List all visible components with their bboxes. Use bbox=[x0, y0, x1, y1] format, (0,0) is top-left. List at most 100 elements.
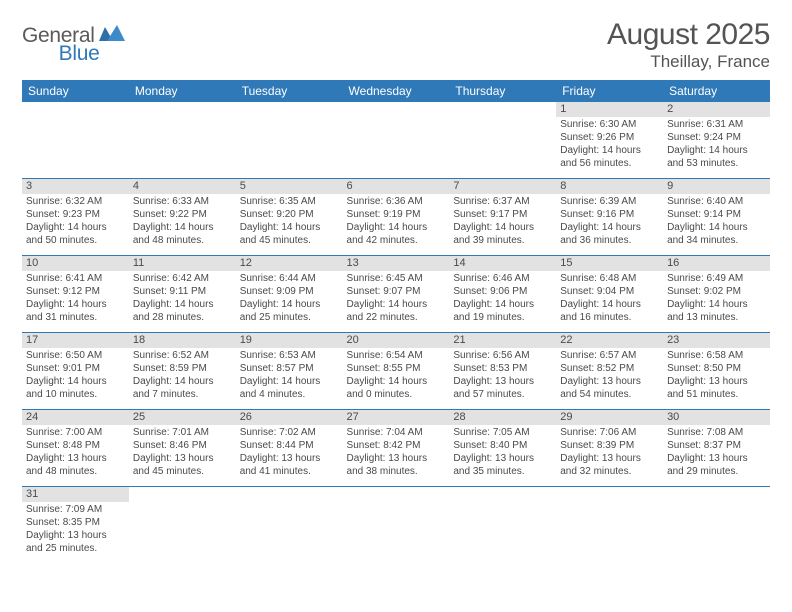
detail-line: Sunset: 8:48 PM bbox=[26, 439, 125, 452]
detail-line: and 29 minutes. bbox=[667, 465, 766, 478]
detail-line: Sunset: 9:16 PM bbox=[560, 208, 659, 221]
calendar-cell: 22Sunrise: 6:57 AMSunset: 8:52 PMDayligh… bbox=[556, 333, 663, 410]
day-details: Sunrise: 6:57 AMSunset: 8:52 PMDaylight:… bbox=[556, 348, 663, 403]
day-number: 6 bbox=[343, 179, 450, 194]
day-number: 27 bbox=[343, 410, 450, 425]
detail-line: Daylight: 14 hours bbox=[560, 298, 659, 311]
day-number: 28 bbox=[449, 410, 556, 425]
detail-line: Sunrise: 6:56 AM bbox=[453, 349, 552, 362]
detail-line: Sunset: 9:04 PM bbox=[560, 285, 659, 298]
detail-line: Sunrise: 7:09 AM bbox=[26, 503, 125, 516]
detail-line: and 38 minutes. bbox=[347, 465, 446, 478]
calendar-cell: 10Sunrise: 6:41 AMSunset: 9:12 PMDayligh… bbox=[22, 256, 129, 333]
detail-line: Daylight: 14 hours bbox=[240, 298, 339, 311]
detail-line: Daylight: 14 hours bbox=[133, 375, 232, 388]
logo-word-blue: Blue bbox=[59, 42, 100, 66]
detail-line: Daylight: 14 hours bbox=[453, 298, 552, 311]
detail-line: and 13 minutes. bbox=[667, 311, 766, 324]
detail-line: and 48 minutes. bbox=[133, 234, 232, 247]
calendar-cell: 9Sunrise: 6:40 AMSunset: 9:14 PMDaylight… bbox=[663, 179, 770, 256]
day-number: 9 bbox=[663, 179, 770, 194]
detail-line: Sunrise: 7:00 AM bbox=[26, 426, 125, 439]
flag-icon bbox=[99, 25, 125, 46]
detail-line: Sunrise: 6:41 AM bbox=[26, 272, 125, 285]
detail-line: Daylight: 13 hours bbox=[667, 452, 766, 465]
day-number: 26 bbox=[236, 410, 343, 425]
day-details: Sunrise: 6:53 AMSunset: 8:57 PMDaylight:… bbox=[236, 348, 343, 403]
detail-line: and 35 minutes. bbox=[453, 465, 552, 478]
detail-line: and 36 minutes. bbox=[560, 234, 659, 247]
detail-line: Daylight: 14 hours bbox=[347, 298, 446, 311]
day-number: 15 bbox=[556, 256, 663, 271]
detail-line: Sunrise: 6:48 AM bbox=[560, 272, 659, 285]
calendar-cell bbox=[343, 102, 450, 179]
day-details: Sunrise: 6:45 AMSunset: 9:07 PMDaylight:… bbox=[343, 271, 450, 326]
detail-line: Daylight: 13 hours bbox=[240, 452, 339, 465]
detail-line: Sunset: 9:01 PM bbox=[26, 362, 125, 375]
detail-line: and 10 minutes. bbox=[26, 388, 125, 401]
detail-line: Daylight: 14 hours bbox=[667, 221, 766, 234]
detail-line: Sunrise: 6:37 AM bbox=[453, 195, 552, 208]
calendar-cell bbox=[22, 102, 129, 179]
detail-line: and 16 minutes. bbox=[560, 311, 659, 324]
day-header: Sunday bbox=[22, 80, 129, 102]
detail-line: Sunrise: 6:44 AM bbox=[240, 272, 339, 285]
day-details: Sunrise: 6:58 AMSunset: 8:50 PMDaylight:… bbox=[663, 348, 770, 403]
day-header: Thursday bbox=[449, 80, 556, 102]
day-details: Sunrise: 6:46 AMSunset: 9:06 PMDaylight:… bbox=[449, 271, 556, 326]
day-details: Sunrise: 6:33 AMSunset: 9:22 PMDaylight:… bbox=[129, 194, 236, 249]
day-details: Sunrise: 7:06 AMSunset: 8:39 PMDaylight:… bbox=[556, 425, 663, 480]
day-number: 18 bbox=[129, 333, 236, 348]
calendar-cell: 27Sunrise: 7:04 AMSunset: 8:42 PMDayligh… bbox=[343, 410, 450, 487]
calendar-cell: 2Sunrise: 6:31 AMSunset: 9:24 PMDaylight… bbox=[663, 102, 770, 179]
day-number: 29 bbox=[556, 410, 663, 425]
page-header: General General Blue August 2025 Theilla… bbox=[22, 18, 770, 72]
detail-line: Daylight: 13 hours bbox=[26, 529, 125, 542]
detail-line: and 31 minutes. bbox=[26, 311, 125, 324]
detail-line: Sunrise: 6:57 AM bbox=[560, 349, 659, 362]
detail-line: Sunset: 8:50 PM bbox=[667, 362, 766, 375]
detail-line: Sunrise: 7:04 AM bbox=[347, 426, 446, 439]
day-details: Sunrise: 7:04 AMSunset: 8:42 PMDaylight:… bbox=[343, 425, 450, 480]
day-details: Sunrise: 6:48 AMSunset: 9:04 PMDaylight:… bbox=[556, 271, 663, 326]
calendar-cell bbox=[449, 487, 556, 564]
detail-line: Daylight: 13 hours bbox=[347, 452, 446, 465]
detail-line: Sunset: 8:59 PM bbox=[133, 362, 232, 375]
detail-line: Sunset: 9:12 PM bbox=[26, 285, 125, 298]
calendar-cell bbox=[556, 487, 663, 564]
detail-line: and 45 minutes. bbox=[133, 465, 232, 478]
detail-line: and 4 minutes. bbox=[240, 388, 339, 401]
calendar-cell: 1Sunrise: 6:30 AMSunset: 9:26 PMDaylight… bbox=[556, 102, 663, 179]
detail-line: Sunset: 8:55 PM bbox=[347, 362, 446, 375]
detail-line: and 22 minutes. bbox=[347, 311, 446, 324]
calendar-cell: 29Sunrise: 7:06 AMSunset: 8:39 PMDayligh… bbox=[556, 410, 663, 487]
detail-line: Daylight: 13 hours bbox=[667, 375, 766, 388]
calendar-cell: 11Sunrise: 6:42 AMSunset: 9:11 PMDayligh… bbox=[129, 256, 236, 333]
detail-line: Daylight: 13 hours bbox=[453, 375, 552, 388]
detail-line: Sunrise: 6:53 AM bbox=[240, 349, 339, 362]
calendar-cell bbox=[343, 487, 450, 564]
calendar-cell: 20Sunrise: 6:54 AMSunset: 8:55 PMDayligh… bbox=[343, 333, 450, 410]
calendar-cell: 23Sunrise: 6:58 AMSunset: 8:50 PMDayligh… bbox=[663, 333, 770, 410]
detail-line: Sunset: 9:20 PM bbox=[240, 208, 339, 221]
day-header: Monday bbox=[129, 80, 236, 102]
calendar-cell: 28Sunrise: 7:05 AMSunset: 8:40 PMDayligh… bbox=[449, 410, 556, 487]
detail-line: Sunrise: 6:58 AM bbox=[667, 349, 766, 362]
detail-line: Sunset: 9:22 PM bbox=[133, 208, 232, 221]
detail-line: and 39 minutes. bbox=[453, 234, 552, 247]
day-number: 13 bbox=[343, 256, 450, 271]
detail-line: Sunset: 9:26 PM bbox=[560, 131, 659, 144]
day-details: Sunrise: 6:44 AMSunset: 9:09 PMDaylight:… bbox=[236, 271, 343, 326]
calendar-cell bbox=[236, 487, 343, 564]
day-number: 14 bbox=[449, 256, 556, 271]
calendar-cell bbox=[663, 487, 770, 564]
day-number: 8 bbox=[556, 179, 663, 194]
detail-line: Sunset: 9:02 PM bbox=[667, 285, 766, 298]
detail-line: Daylight: 14 hours bbox=[26, 221, 125, 234]
calendar-cell: 17Sunrise: 6:50 AMSunset: 9:01 PMDayligh… bbox=[22, 333, 129, 410]
calendar-cell: 19Sunrise: 6:53 AMSunset: 8:57 PMDayligh… bbox=[236, 333, 343, 410]
detail-line: Sunrise: 7:01 AM bbox=[133, 426, 232, 439]
detail-line: Daylight: 14 hours bbox=[240, 375, 339, 388]
day-details: Sunrise: 6:32 AMSunset: 9:23 PMDaylight:… bbox=[22, 194, 129, 249]
detail-line: Daylight: 14 hours bbox=[26, 375, 125, 388]
